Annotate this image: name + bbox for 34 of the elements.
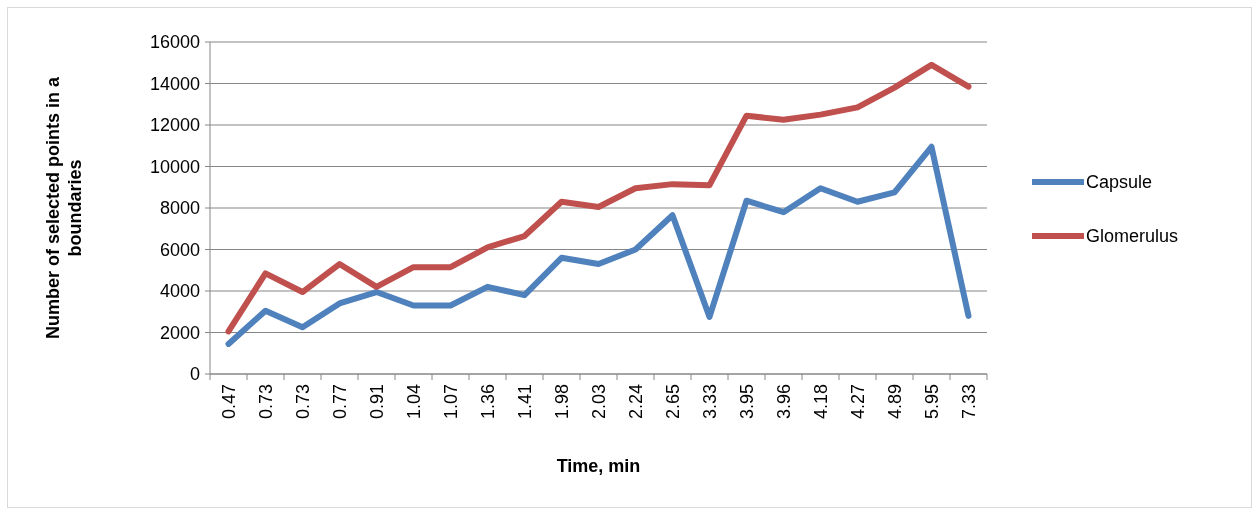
x-tick-label: 2.65 bbox=[662, 384, 683, 420]
x-tick-label: 1.07 bbox=[440, 384, 461, 420]
y-tick-label: 12000 bbox=[149, 115, 200, 136]
x-tick-label: 3.95 bbox=[736, 384, 757, 420]
x-tick-label: 2.03 bbox=[588, 384, 609, 420]
x-tick-label: 4.18 bbox=[810, 384, 831, 420]
x-tick-label: 0.91 bbox=[366, 384, 387, 420]
x-tick-label: 7.33 bbox=[958, 384, 979, 420]
legend-label: Capsule bbox=[1086, 172, 1153, 193]
x-tick-label: 0.73 bbox=[292, 384, 313, 420]
x-tick-label: 0.77 bbox=[329, 384, 350, 420]
x-tick-label: 1.41 bbox=[514, 384, 535, 420]
y-tick-label: 0 bbox=[189, 364, 200, 385]
y-tick-label: 6000 bbox=[159, 239, 200, 260]
y-tick-label: 16000 bbox=[149, 32, 200, 53]
x-tick-label: 0.47 bbox=[218, 384, 239, 420]
x-tick-label: 2.24 bbox=[625, 384, 646, 420]
x-tick-label: 1.98 bbox=[551, 384, 572, 420]
x-tick-label: 1.04 bbox=[403, 384, 424, 420]
y-axis-title: Number of selected points in a boundaries bbox=[43, 75, 85, 340]
x-tick-label: 3.33 bbox=[699, 384, 720, 420]
y-tick-label: 2000 bbox=[159, 322, 200, 343]
y-tick-label: 8000 bbox=[159, 198, 200, 219]
x-axis-title: Time, min bbox=[556, 456, 641, 476]
y-tick-label: 14000 bbox=[149, 73, 200, 94]
y-tick-label: 4000 bbox=[159, 281, 200, 302]
x-tick-label: 4.27 bbox=[847, 384, 868, 420]
y-tick-label: 10000 bbox=[149, 156, 200, 177]
x-tick-label: 3.96 bbox=[773, 384, 794, 420]
legend-label: Glomerulus bbox=[1086, 226, 1179, 247]
x-tick-label: 0.73 bbox=[255, 384, 276, 420]
x-tick-label: 5.95 bbox=[921, 384, 942, 420]
x-tick-label: 1.36 bbox=[477, 384, 498, 420]
x-tick-label: 4.89 bbox=[884, 384, 905, 420]
